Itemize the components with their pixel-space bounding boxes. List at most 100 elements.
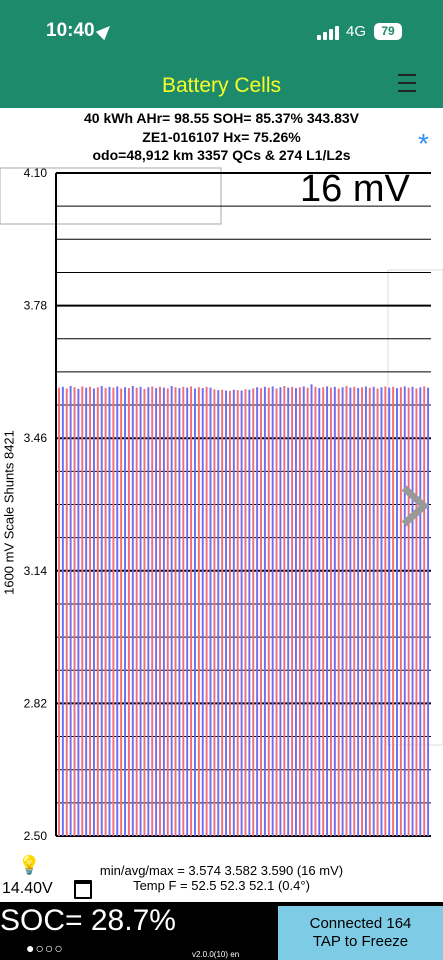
x-tick-label: 70: [320, 846, 334, 848]
cell-bar: [232, 389, 235, 836]
temperature-stats: Temp F = 52.5 52.3 52.1 (0.4°): [133, 878, 310, 893]
cell-bar: [190, 386, 193, 836]
cell-bar: [213, 389, 216, 836]
cell-bar: [427, 387, 430, 836]
cell-bar: [162, 387, 165, 836]
cell-bar: [322, 387, 325, 836]
cell-bar: [361, 387, 363, 836]
cell-bar: [287, 387, 290, 836]
y-tick-label: 2.82: [24, 696, 48, 710]
connection-status: Connected 164: [309, 915, 412, 932]
cell-bar: [244, 389, 247, 836]
cell-bar: [124, 387, 126, 836]
calendar-icon[interactable]: [74, 880, 92, 899]
cell-bar: [349, 387, 352, 836]
x-tick-label: 96: [421, 846, 435, 848]
cell-bar: [337, 388, 340, 836]
cell-bar: [263, 386, 266, 836]
cell-bar: [357, 388, 360, 836]
cell-bar: [326, 386, 329, 836]
aux-voltage: 14.40V: [2, 880, 53, 897]
cell-bar: [275, 388, 278, 836]
cell-bar: [423, 386, 426, 836]
cell-bar: [353, 386, 356, 836]
cell-bar: [399, 387, 402, 836]
cell-bar: [368, 387, 371, 836]
y-tick-label: 2.50: [24, 829, 48, 843]
cell-bar: [108, 386, 111, 836]
connect-freeze-button[interactable]: Connected 164 TAP to Freeze: [278, 906, 443, 960]
pack-summary: 40 kWh AHr= 98.55 SOH= 85.37% 343.83V: [84, 110, 359, 126]
cell-bar: [411, 386, 414, 836]
cell-bar: [306, 387, 309, 836]
range-box[interactable]: [0, 167, 222, 225]
cell-bar: [69, 385, 72, 836]
cell-bar: [380, 387, 383, 836]
cell-bar: [225, 390, 228, 836]
cell-bar: [415, 388, 418, 836]
x-tick-label: 80: [359, 846, 373, 848]
cell-bar: [302, 386, 305, 836]
cell-bar: [159, 386, 161, 836]
lightbulb-icon[interactable]: 💡: [18, 855, 41, 875]
cell-bar: [372, 386, 375, 836]
cell-bar: [345, 385, 348, 836]
x-tick-label: 40: [203, 846, 217, 848]
x-tick-label: 50: [242, 846, 256, 848]
cell-bar: [271, 386, 274, 836]
status-bar: 10:40 4G 79: [0, 0, 443, 62]
app-header: Battery Cells: [0, 62, 443, 108]
menu-button[interactable]: [396, 70, 418, 96]
cell-bar: [166, 388, 169, 836]
cell-bar: [178, 388, 181, 836]
cell-bar: [248, 389, 251, 836]
star-button[interactable]: *: [418, 128, 429, 159]
odometer-charges: odo=48,912 km 3357 QCs & 274 L1/L2s: [92, 147, 351, 163]
cellular-signal-icon: [317, 24, 343, 40]
x-tick-label: 1: [55, 846, 62, 848]
cell-bar: [61, 386, 64, 836]
status-time: 10:40: [46, 20, 95, 41]
cell-bar: [384, 386, 387, 836]
cell-bar: [252, 388, 255, 836]
cell-bar: [100, 385, 103, 836]
cell-bar: [197, 387, 200, 836]
cell-bar: [201, 388, 204, 836]
location-arrow-icon: [95, 21, 115, 41]
spread-label: 16 mV: [300, 168, 410, 210]
cell-bar: [135, 387, 138, 836]
cell-bar: [403, 386, 406, 836]
cell-bar: [151, 386, 154, 836]
y-axis-title: 1600 mV Scale Shunts 8421: [1, 430, 17, 595]
cell-bar: [143, 388, 146, 836]
y-tick-label: 3.14: [24, 564, 48, 578]
cell-bar: [96, 387, 99, 836]
version-label: v2.0.0(10) en: [192, 950, 240, 959]
page-indicator[interactable]: ●○○○: [26, 940, 64, 956]
cell-bar: [116, 386, 119, 836]
y-tick-label: 4.10: [24, 166, 48, 180]
cell-bar: [318, 388, 321, 836]
cell-bar: [407, 387, 410, 836]
cell-bar: [170, 385, 173, 836]
vin-health: ZE1-016107 Hx= 75.26%: [142, 129, 301, 145]
cell-bar: [228, 390, 231, 836]
cell-bar: [131, 385, 134, 836]
cell-bar: [92, 388, 95, 836]
page-title: Battery Cells: [161, 74, 282, 97]
next-arrow-icon[interactable]: [401, 485, 430, 527]
battery-icon: 79: [374, 23, 402, 40]
cell-bar: [139, 386, 142, 836]
freeze-hint: TAP to Freeze: [312, 933, 409, 950]
cell-bar: [193, 388, 196, 836]
cell-bar: [89, 386, 92, 836]
cell-bar: [376, 388, 379, 836]
cell-bar: [392, 386, 395, 836]
x-tick-label: 10: [87, 846, 101, 848]
cell-bar: [419, 387, 422, 836]
x-tick-label: 90: [398, 846, 412, 848]
cell-bar: [267, 387, 270, 836]
cell-bar: [85, 387, 88, 836]
cell-bar: [240, 390, 243, 836]
soc-readout: SOC= 28.7%: [0, 904, 176, 937]
